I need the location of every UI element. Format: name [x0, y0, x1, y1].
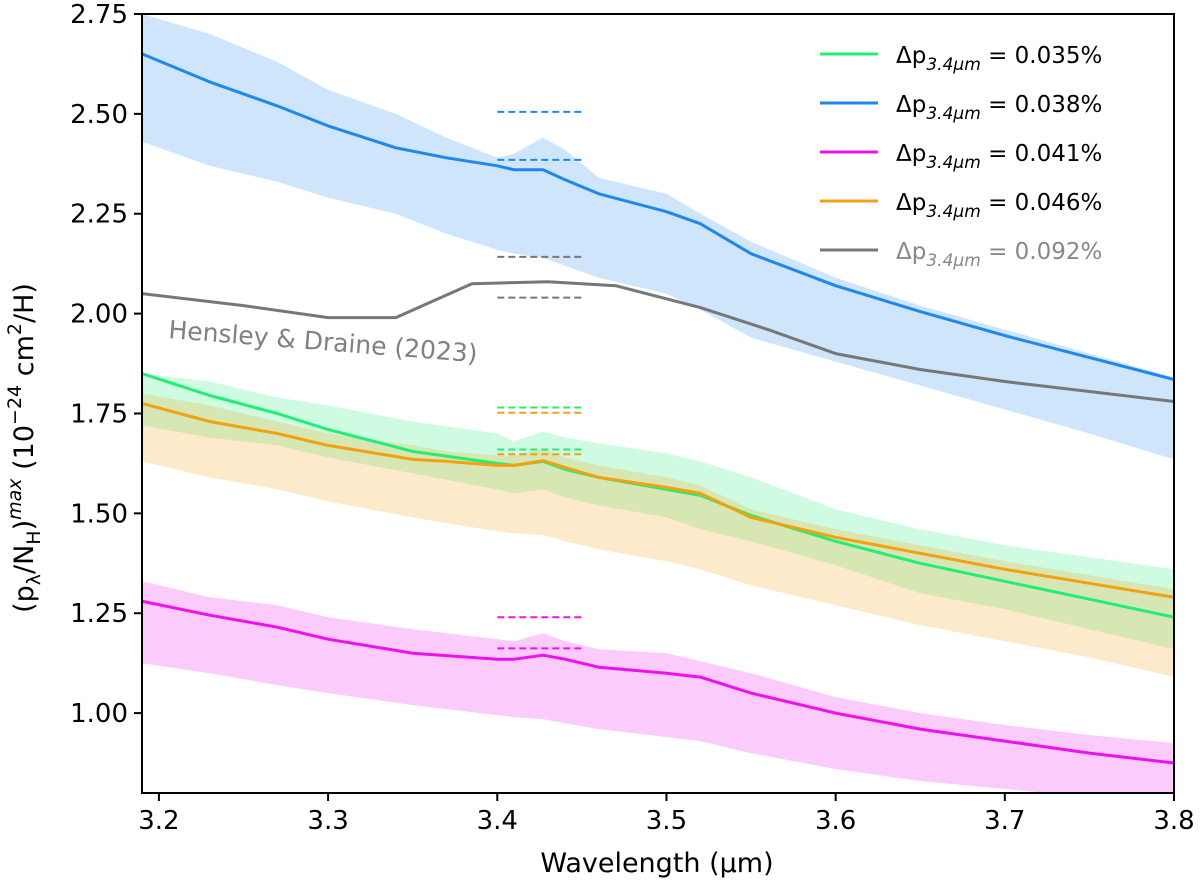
x-tick-label-3-2: 3.2	[138, 806, 179, 836]
y-label-part-per-h: /H)	[9, 283, 40, 323]
y-tick-label-2-25: 2.25	[70, 200, 128, 230]
series-line-0-092	[142, 280, 1174, 403]
legend-subscript: 3.4μm	[926, 251, 980, 271]
y-label-part-h: H	[23, 530, 45, 544]
legend-delta-p: Δp	[896, 190, 926, 216]
band-0-046	[142, 393, 1174, 678]
band-0-041	[142, 581, 1174, 793]
y-label-part-paren: )	[9, 520, 40, 531]
y-label-part-n: /N	[9, 545, 40, 574]
legend-value: = 0.092%	[981, 239, 1103, 265]
legend-value: = 0.046%	[981, 190, 1103, 216]
series-line-0-041	[142, 599, 1174, 765]
band-0-038	[142, 14, 1174, 460]
legend-value: = 0.035%	[981, 43, 1103, 69]
y-label-part-units: (10	[9, 425, 40, 478]
legend-value: = 0.038%	[981, 92, 1103, 118]
legend: Δp3.4μm = 0.035%Δp3.4μm = 0.038%Δp3.4μm …	[820, 43, 1102, 271]
plot-frame	[141, 13, 1175, 794]
legend-entry-0-041: Δp3.4μm = 0.041%	[896, 141, 1102, 173]
y-tick-label-2-00: 2.00	[70, 300, 128, 330]
x-tick-label-3-4: 3.4	[477, 806, 518, 836]
y-label-part-max: max	[4, 478, 26, 520]
legend-delta-p: Δp	[896, 43, 926, 69]
y-label-part-p: (p	[9, 585, 40, 613]
legend-value: = 0.041%	[981, 141, 1103, 167]
y-tick-label-1-75: 1.75	[70, 399, 128, 429]
series-line-0-038	[142, 52, 1174, 381]
x-tick-label-3-8: 3.8	[1153, 806, 1194, 836]
band-0-035	[142, 373, 1174, 650]
y-label-part-lambda: λ	[23, 574, 45, 585]
legend-subscript: 3.4μm	[926, 55, 980, 75]
axis-ticks-layer: 3.2 3.3 3.4 3.5 3.6 3.7 3.8 1.00 1.25 1.50 1.75 2.0…	[70, 0, 1195, 836]
legend-delta-p: Δp	[896, 239, 926, 265]
legend-subscript: 3.4μm	[926, 104, 980, 124]
reference-lines-layer	[497, 110, 582, 650]
y-tick-label-2-75: 2.75	[70, 0, 128, 30]
y-label-part-cm: cm	[9, 335, 40, 385]
y-label-part-cm-exp: 2	[4, 323, 26, 335]
x-tick-label-3-6: 3.6	[815, 806, 856, 836]
y-tick-label-1-25: 1.25	[70, 599, 128, 629]
legend-subscript: 3.4μm	[926, 153, 980, 173]
bands-layer	[142, 14, 1174, 793]
legend-entry-0-035: Δp3.4μm = 0.035%	[896, 43, 1102, 75]
annotation-hensley-draine: Hensley & Draine (2023)	[168, 315, 479, 368]
x-tick-label-3-5: 3.5	[646, 806, 687, 836]
legend-delta-p: Δp	[896, 92, 926, 118]
x-tick-label-3-3: 3.3	[307, 806, 348, 836]
series-line-0-046	[142, 402, 1174, 599]
y-axis-label: (pλ/NH)max (10−24 cm2/H)	[4, 283, 45, 613]
x-axis-label: Wavelength (μm)	[540, 848, 773, 879]
legend-entry-0-092: Δp3.4μm = 0.092%	[896, 239, 1102, 271]
series-lines-layer	[142, 52, 1174, 765]
legend-delta-p: Δp	[896, 141, 926, 167]
y-tick-label-1-00: 1.00	[70, 699, 128, 729]
y-tick-label-1-50: 1.50	[70, 499, 128, 529]
legend-subscript: 3.4μm	[926, 202, 980, 222]
y-label-part-exp: −24	[4, 385, 26, 425]
legend-entry-0-046: Δp3.4μm = 0.046%	[896, 190, 1102, 222]
legend-entry-0-038: Δp3.4μm = 0.038%	[896, 92, 1102, 124]
x-tick-label-3-7: 3.7	[984, 806, 1025, 836]
y-tick-label-2-50: 2.50	[70, 100, 128, 130]
